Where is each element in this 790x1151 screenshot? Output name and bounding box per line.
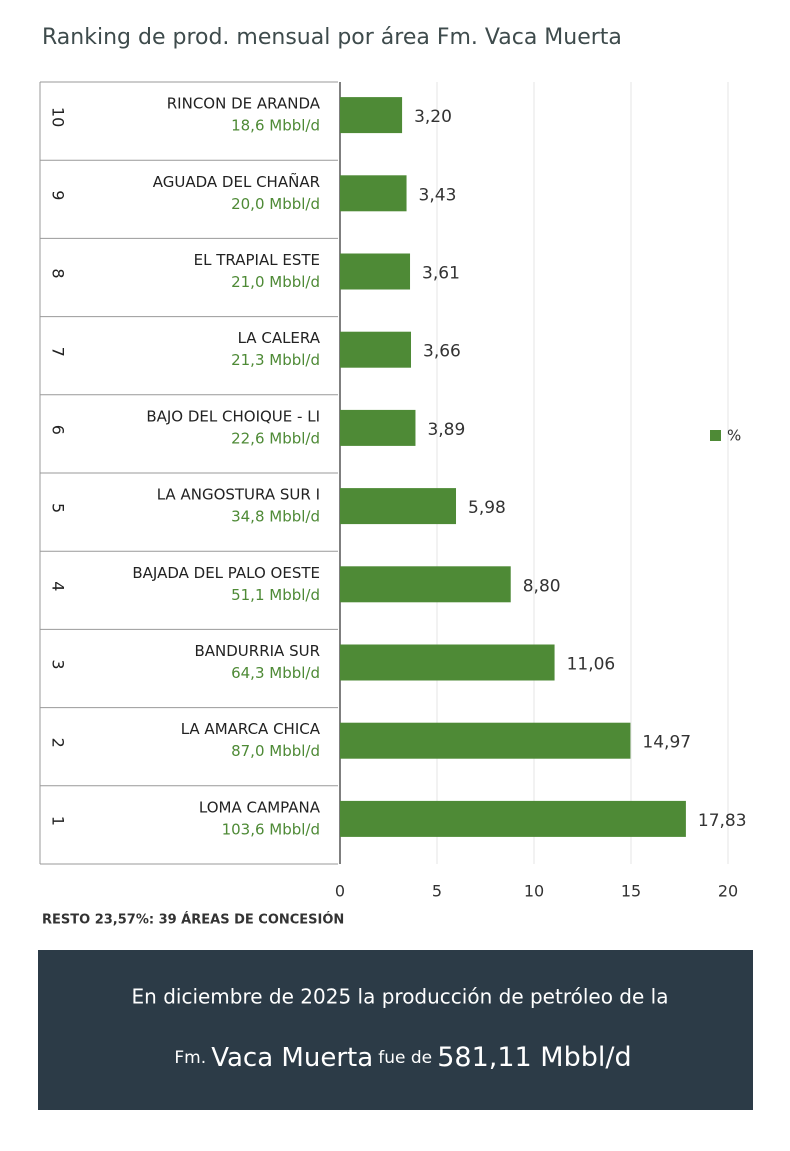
- production-label: 34,8 Mbbl/d: [231, 508, 320, 526]
- x-tick-label: 20: [718, 882, 738, 901]
- production-label: 64,3 Mbbl/d: [231, 664, 320, 682]
- production-label: 22,6 Mbbl/d: [231, 429, 320, 447]
- x-tick-label: 0: [335, 882, 345, 901]
- banner-name: Vaca Muerta: [211, 1043, 373, 1073]
- rank-label: 8: [49, 268, 68, 278]
- production-label: 20,0 Mbbl/d: [231, 195, 320, 213]
- banner-line: En diciembre de 2025 la producción de pe…: [132, 985, 669, 1009]
- production-label: 51,1 Mbbl/d: [231, 586, 320, 604]
- rank-label: 1: [49, 816, 68, 826]
- category-label: LA CALERA: [238, 329, 321, 347]
- bar: [340, 175, 407, 212]
- category-label: RINCON DE ARANDA: [167, 95, 321, 113]
- category-label: BAJADA DEL PALO OESTE: [132, 564, 320, 582]
- production-label: 18,6 Mbbl/d: [231, 117, 320, 135]
- production-label: 103,6 Mbbl/d: [222, 820, 320, 838]
- category-label: AGUADA DEL CHAÑAR: [153, 172, 320, 191]
- category-label: EL TRAPIAL ESTE: [194, 251, 320, 269]
- footnote: RESTO 23,57%: 39 ÁREAS DE CONCESIÓN: [42, 912, 344, 928]
- chart-title: Ranking de prod. mensual por área Fm. Va…: [42, 25, 622, 50]
- legend-swatch: [710, 430, 721, 441]
- value-label: 3,66: [423, 342, 461, 362]
- banner-prefix: Fm.: [174, 1048, 206, 1068]
- value-label: 14,97: [642, 733, 691, 753]
- category-label: BANDURRIA SUR: [194, 642, 320, 660]
- banner-total: 581,11 Mbbl/d: [437, 1042, 631, 1073]
- value-label: 8,80: [523, 576, 561, 596]
- banner: [38, 950, 753, 1110]
- bar: [340, 97, 403, 134]
- x-tick-label: 15: [621, 882, 641, 901]
- production-label: 21,3 Mbbl/d: [231, 351, 320, 369]
- category-label: BAJO DEL CHOIQUE - LI: [146, 407, 320, 425]
- production-label: 87,0 Mbbl/d: [231, 742, 320, 760]
- x-tick-label: 5: [432, 882, 442, 901]
- banner-middle: fue de: [378, 1048, 432, 1068]
- bar: [340, 253, 411, 290]
- rank-label: 2: [49, 738, 68, 748]
- rank-label: 7: [49, 347, 68, 357]
- bar: [340, 331, 412, 368]
- bar: [340, 722, 631, 759]
- rank-label: 4: [49, 581, 68, 591]
- bar: [340, 488, 457, 525]
- category-label: LA AMARCA CHICA: [181, 720, 321, 738]
- production-label: 21,0 Mbbl/d: [231, 273, 320, 291]
- bar: [340, 566, 511, 603]
- rank-label: 6: [49, 425, 68, 435]
- rank-label: 3: [49, 659, 68, 669]
- bar: [340, 409, 416, 446]
- legend-label: %: [727, 427, 741, 445]
- category-label: LOMA CAMPANA: [199, 798, 321, 816]
- value-label: 5,98: [468, 498, 506, 518]
- banner-line: Fm. Vaca Muerta fue de 581,11 Mbbl/d: [174, 1042, 631, 1073]
- rank-label: 5: [49, 503, 68, 513]
- value-label: 3,20: [414, 107, 452, 127]
- bar: [340, 644, 555, 681]
- category-label: LA ANGOSTURA SUR I: [157, 486, 320, 504]
- rank-label: 9: [49, 190, 68, 200]
- value-label: 17,83: [698, 811, 747, 831]
- value-label: 3,43: [419, 185, 457, 205]
- bar: [340, 800, 686, 837]
- value-label: 3,61: [422, 264, 460, 284]
- x-tick-label: 10: [524, 882, 544, 901]
- rank-label: 10: [49, 107, 68, 127]
- value-label: 11,06: [567, 655, 616, 675]
- value-label: 3,89: [427, 420, 465, 440]
